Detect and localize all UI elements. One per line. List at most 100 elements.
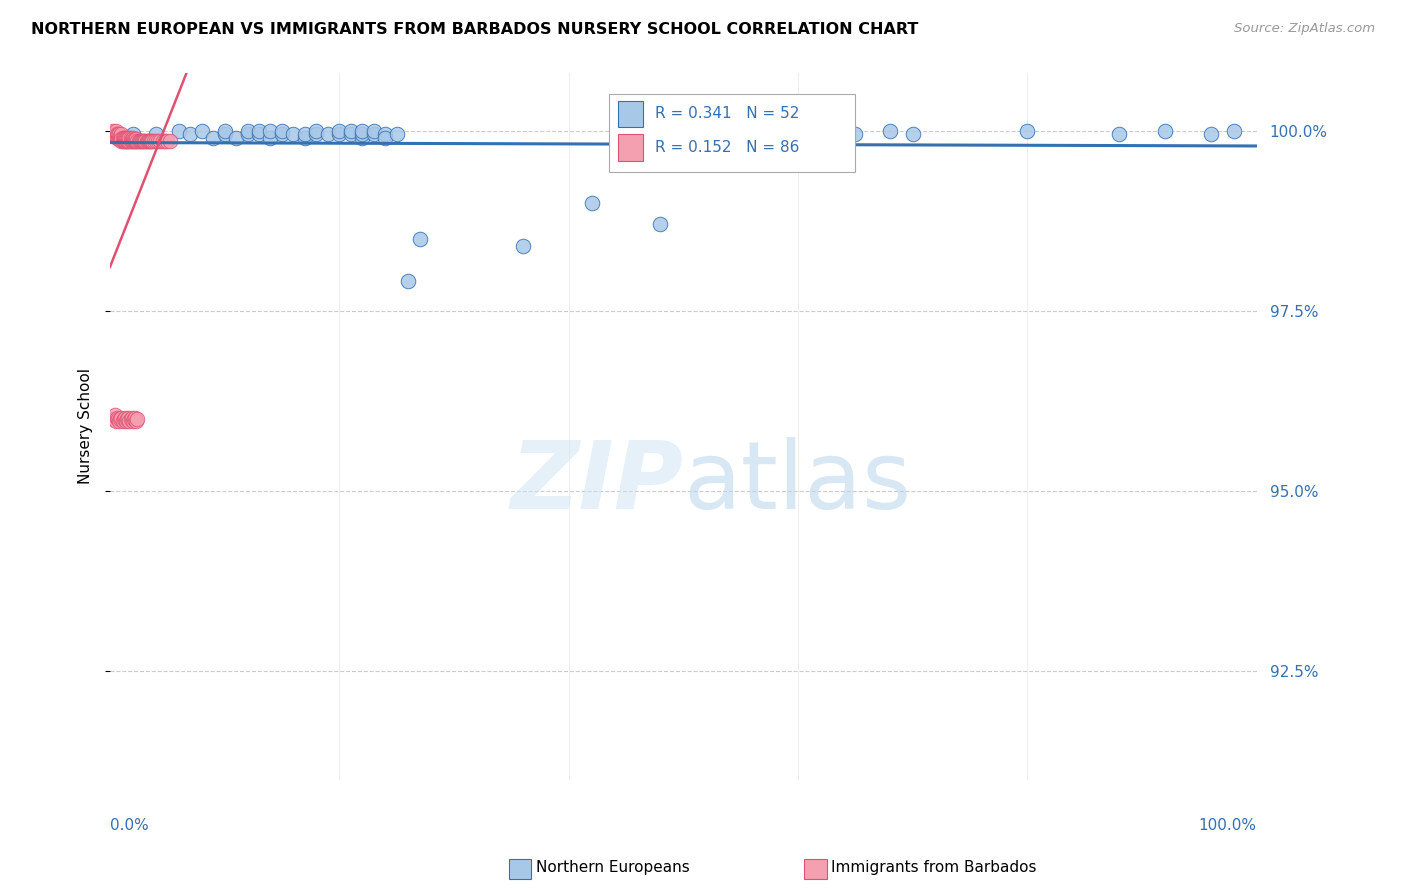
Point [132,135,155,149]
Point [103,128,125,142]
Point [695,131,717,145]
Point [363,128,385,142]
Point [152,135,174,149]
Y-axis label: Nursery School: Nursery School [79,368,93,484]
Point [374,131,396,145]
Point [111,135,134,149]
Point [110,410,132,425]
Point [167,123,190,137]
Point [153,135,176,149]
Point [105,131,128,145]
Point [156,135,179,149]
Point [122,132,145,146]
Point [114,410,136,425]
Text: R = 0.152   N = 86: R = 0.152 N = 86 [655,140,799,154]
Point [111,413,134,427]
Point [225,131,247,145]
Point [124,410,146,425]
Point [236,123,259,137]
Point [122,128,145,142]
Point [363,123,385,137]
Point [142,135,165,149]
Point [122,135,145,149]
Point [139,135,162,149]
Point [901,128,924,142]
Point [832,128,855,142]
Point [236,128,259,142]
Point [214,123,236,137]
Point [127,412,149,426]
Point [305,128,328,142]
Point [118,131,141,145]
Point [396,274,419,288]
Point [110,135,132,149]
Point [125,413,148,427]
Point [339,123,361,137]
Point [136,135,159,149]
Text: ZIP: ZIP [510,437,683,529]
Point [128,135,150,149]
Point [118,135,141,149]
Point [115,135,138,149]
Point [120,412,142,426]
Point [352,123,374,137]
Point [117,135,139,149]
Point [305,123,328,137]
Point [122,135,145,149]
Point [294,131,316,145]
Text: Immigrants from Barbados: Immigrants from Barbados [831,860,1036,874]
Point [103,123,125,137]
Point [131,135,153,149]
Point [352,131,374,145]
Text: NORTHERN EUROPEAN VS IMMIGRANTS FROM BARBADOS NURSERY SCHOOL CORRELATION CHART: NORTHERN EUROPEAN VS IMMIGRANTS FROM BAR… [31,22,918,37]
Point [111,131,134,145]
Point [121,410,143,425]
Point [114,131,136,145]
Point [134,135,156,149]
Point [120,135,142,149]
Point [104,123,127,137]
Point [110,129,132,144]
Point [115,131,138,145]
Point [339,128,361,142]
Point [127,135,149,149]
Point [122,132,145,146]
Point [141,135,163,149]
Point [202,131,225,145]
Point [259,131,281,145]
Text: Source: ZipAtlas.com: Source: ZipAtlas.com [1234,22,1375,36]
Point [512,239,534,253]
Point [122,413,145,427]
Point [110,132,132,146]
Point [114,135,136,149]
Point [124,132,146,146]
Point [129,135,152,149]
Point [110,131,132,145]
Point [328,123,350,137]
Point [149,135,172,149]
Point [271,128,294,142]
Point [1199,128,1222,142]
Point [112,135,135,149]
Point [107,131,129,145]
Point [118,413,141,427]
Point [104,413,127,427]
Point [141,135,163,149]
Point [408,232,430,246]
Point [112,131,135,145]
Text: 100.0%: 100.0% [1198,819,1257,833]
Point [125,135,148,149]
Point [120,131,142,145]
Point [115,412,138,426]
Point [108,413,131,427]
Point [117,410,139,425]
Point [115,413,138,427]
Point [247,128,270,142]
Point [125,132,148,146]
Point [110,132,132,146]
Point [105,410,128,425]
Text: Northern Europeans: Northern Europeans [536,860,689,874]
Point [271,123,294,137]
Point [112,412,135,426]
Point [1108,128,1130,142]
